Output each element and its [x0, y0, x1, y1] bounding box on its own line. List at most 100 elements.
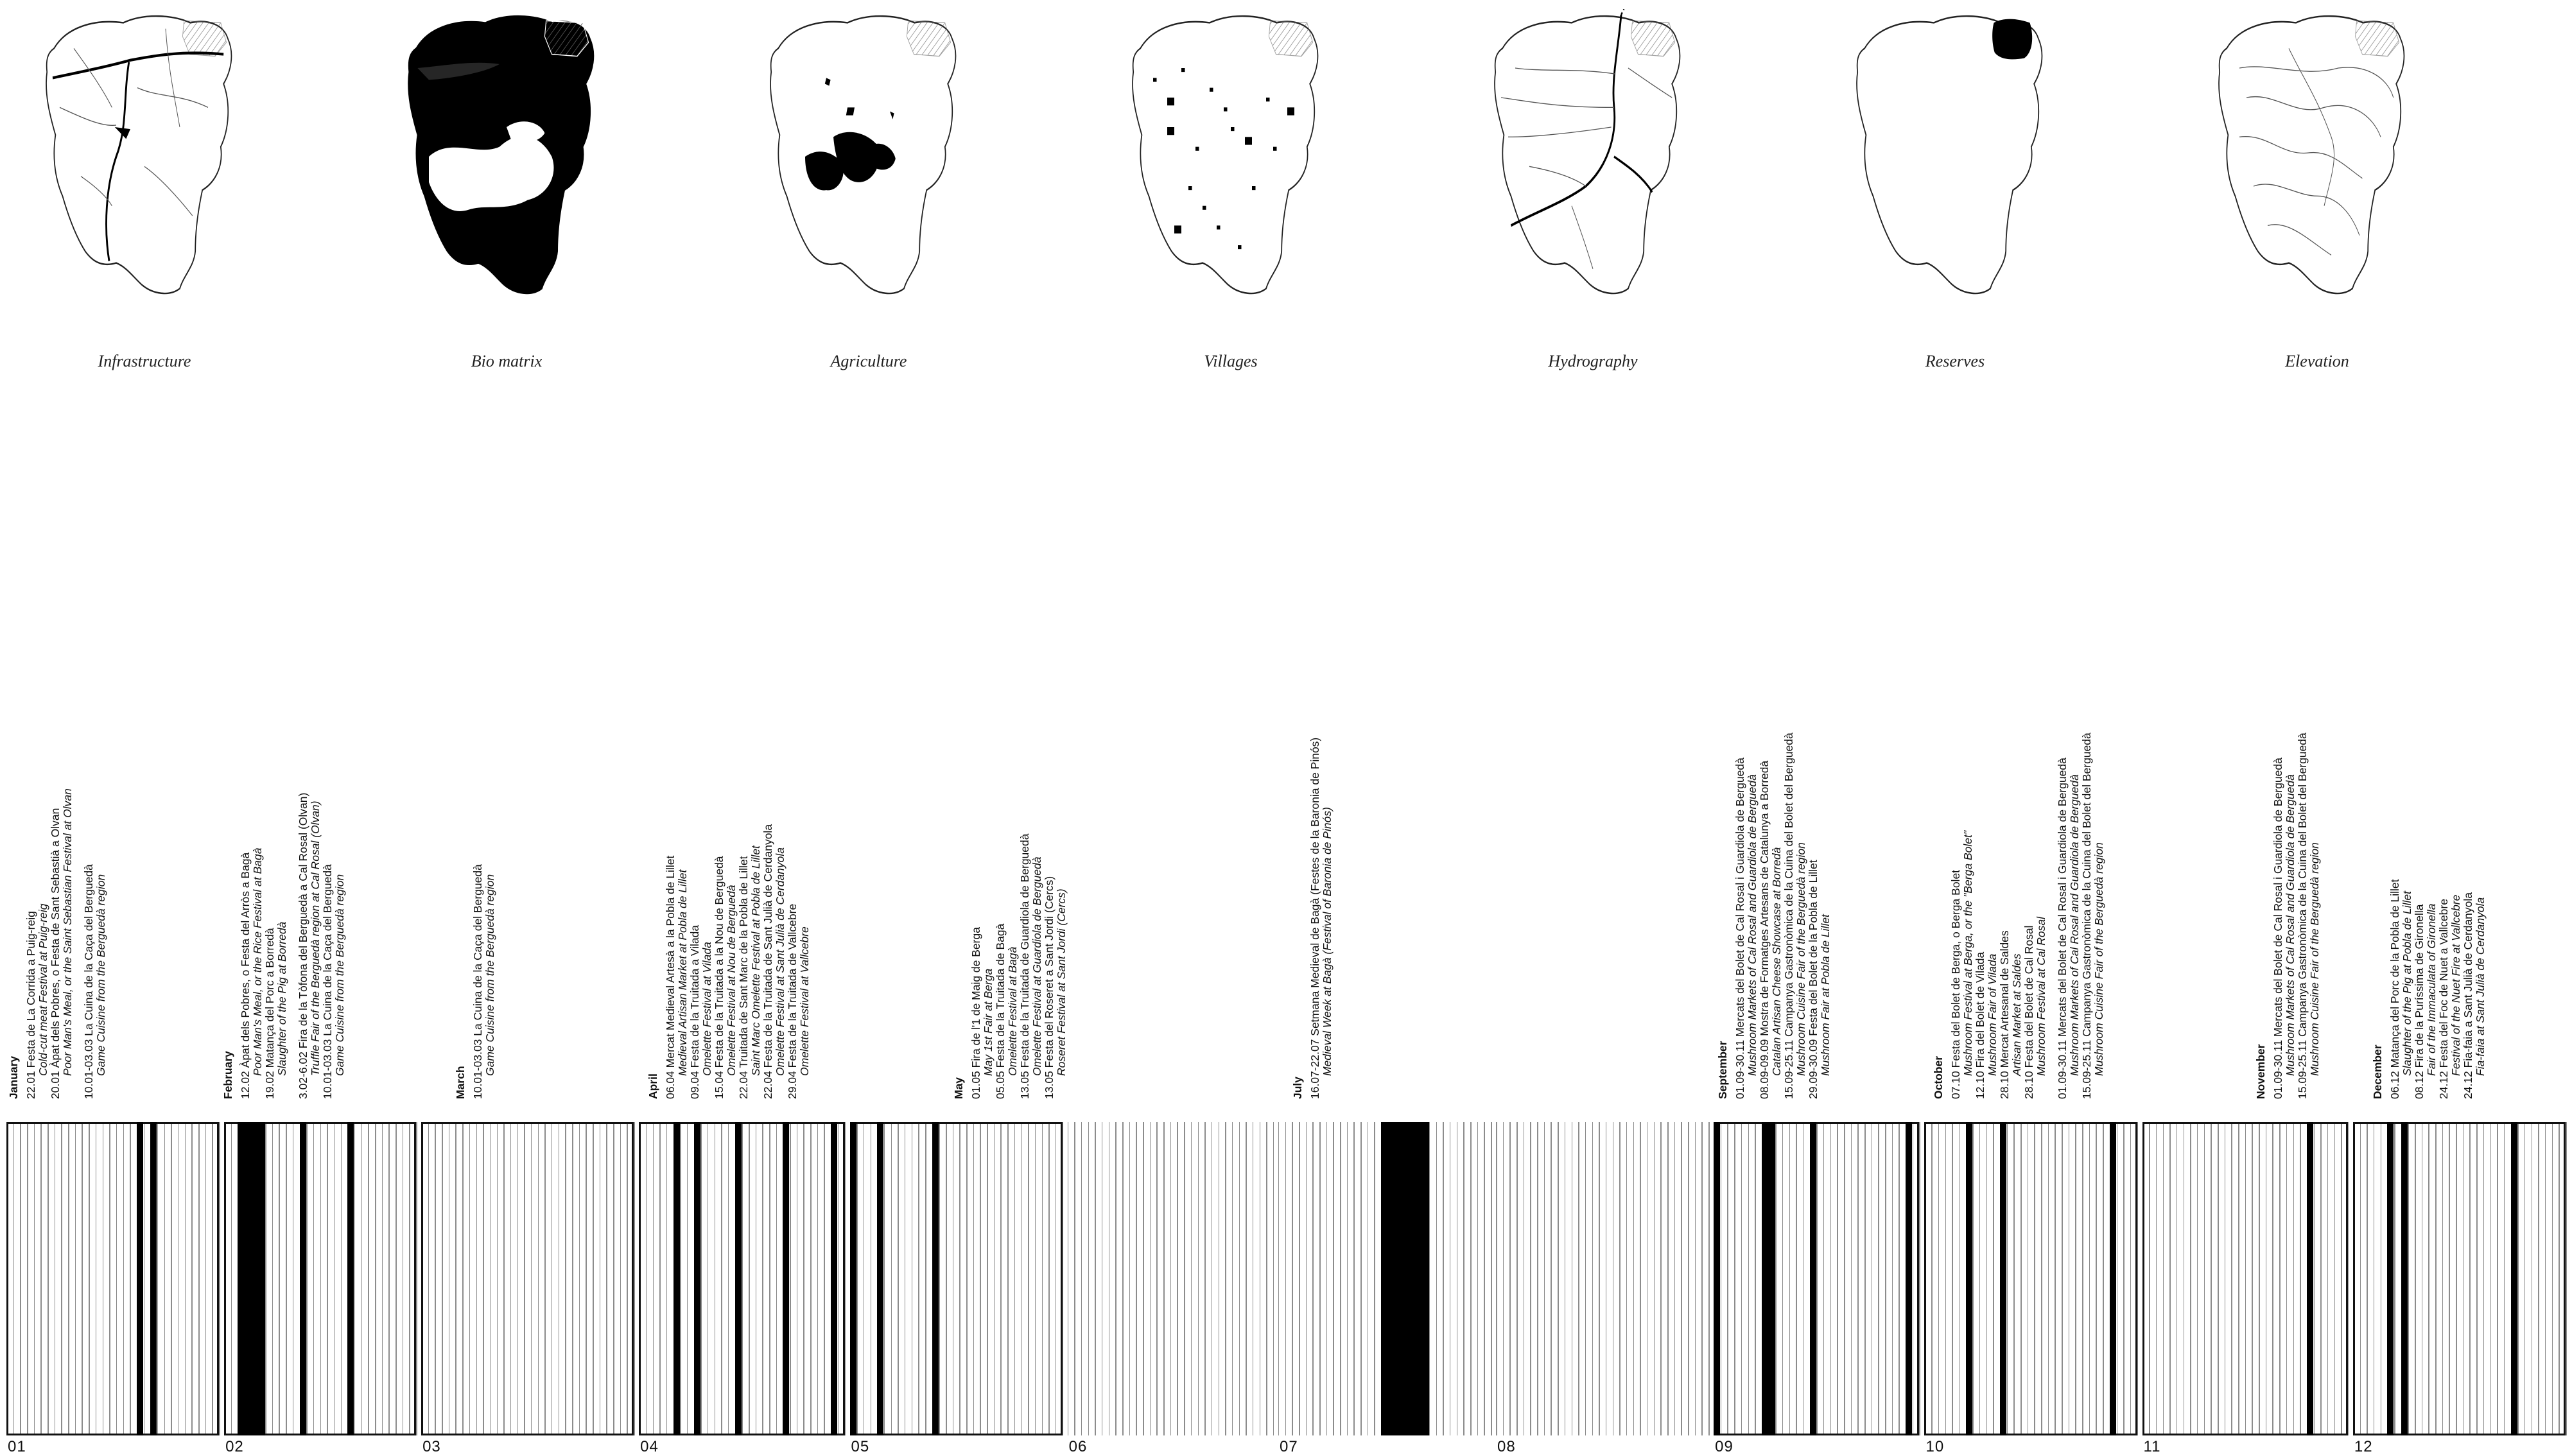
day-line	[1095, 1122, 1096, 1435]
day-line	[837, 1122, 839, 1435]
day-line	[1246, 1122, 1247, 1435]
day-line	[2442, 1122, 2444, 1435]
day-line	[2538, 1122, 2539, 1435]
day-line	[2020, 1122, 2022, 1435]
day-line	[48, 1122, 49, 1435]
day-line	[796, 1122, 798, 1435]
day-line	[824, 1122, 825, 1435]
day-line	[1367, 1122, 1369, 1435]
map-infrastructure	[46, 15, 232, 295]
day-line	[219, 1122, 220, 1435]
day-line	[1986, 1122, 1988, 1435]
day-line	[272, 1122, 274, 1435]
day-line	[116, 1122, 117, 1435]
day-line	[33, 1122, 35, 1435]
map-caption-elevation: Elevation	[2285, 352, 2349, 370]
day-line	[2075, 1122, 2076, 1435]
day-line	[613, 1122, 614, 1435]
day-line	[524, 1122, 525, 1435]
day-line	[476, 1122, 478, 1435]
day-line	[1041, 1122, 1043, 1435]
day-line	[2428, 1122, 2429, 1435]
day-line	[993, 1122, 995, 1435]
event-day-bar	[1714, 1122, 1721, 1435]
day-line	[1340, 1122, 1341, 1435]
day-line	[164, 1122, 166, 1435]
day-line	[1278, 1122, 1280, 1435]
day-line	[2169, 1122, 2171, 1435]
month-number-label: 02	[225, 1438, 244, 1455]
day-line	[109, 1122, 110, 1435]
day-line	[2347, 1122, 2349, 1435]
day-line	[1564, 1122, 1566, 1435]
day-line	[769, 1122, 770, 1435]
day-line	[435, 1122, 436, 1435]
day-line	[1701, 1122, 1703, 1435]
day-line	[2559, 1122, 2560, 1435]
day-line	[1273, 1122, 1274, 1435]
day-line	[327, 1122, 328, 1435]
day-line	[2055, 1122, 2056, 1435]
day-line	[2027, 1122, 2029, 1435]
day-line	[898, 1122, 899, 1435]
day-line	[2327, 1122, 2329, 1435]
day-line	[1802, 1122, 1804, 1435]
month-number-label: 06	[1068, 1438, 1088, 1455]
day-line	[1633, 1122, 1635, 1435]
map-caption-hydrography: Hydrography	[1548, 352, 1638, 370]
day-line	[1938, 1122, 1940, 1435]
day-line	[1667, 1122, 1669, 1435]
day-line	[727, 1122, 729, 1435]
event-day-bar	[2401, 1122, 2408, 1435]
day-line	[1470, 1122, 1472, 1435]
day-line	[2490, 1122, 2492, 1435]
day-line	[1184, 1122, 1185, 1435]
day-line	[790, 1122, 791, 1435]
day-line	[2103, 1122, 2104, 1435]
day-line	[2196, 1122, 2198, 1435]
day-line	[2211, 1122, 2212, 1435]
thematic-maps-row: Infrastructure Bio matrix Agriculture Villa…	[0, 0, 2572, 398]
day-line	[2462, 1122, 2464, 1435]
day-line	[212, 1122, 213, 1435]
month-frame-10	[1924, 1122, 2137, 1435]
day-line	[1543, 1122, 1545, 1435]
day-line	[680, 1122, 681, 1435]
day-line	[1088, 1122, 1090, 1435]
day-line	[2435, 1122, 2437, 1435]
day-line	[1720, 1122, 1722, 1435]
day-line	[2293, 1122, 2294, 1435]
day-line	[265, 1122, 266, 1435]
day-line	[2238, 1122, 2239, 1435]
day-line	[1312, 1122, 1314, 1435]
day-line	[1034, 1122, 1036, 1435]
month-number-label: 08	[1497, 1438, 1516, 1455]
month-frame-02	[224, 1122, 417, 1435]
day-line	[1177, 1122, 1178, 1435]
day-line	[2320, 1122, 2322, 1435]
day-line	[2162, 1122, 2164, 1435]
day-line	[2190, 1122, 2191, 1435]
day-line	[1830, 1122, 1832, 1435]
day-line	[2517, 1122, 2519, 1435]
day-line	[2047, 1122, 2049, 1435]
day-line	[1537, 1122, 1538, 1435]
day-line	[700, 1122, 702, 1435]
day-line	[1993, 1122, 1994, 1435]
day-line	[1789, 1122, 1791, 1435]
day-line	[1266, 1122, 1267, 1435]
map-villages	[1132, 15, 1319, 295]
day-line	[1007, 1122, 1009, 1435]
day-line	[2252, 1122, 2253, 1435]
day-line	[2544, 1122, 2546, 1435]
day-line	[537, 1122, 539, 1435]
day-line	[2062, 1122, 2063, 1435]
day-line	[1021, 1122, 1023, 1435]
day-line	[652, 1122, 654, 1435]
month-number-label: 04	[640, 1438, 659, 1455]
day-line	[1816, 1122, 1818, 1435]
day-line	[1694, 1122, 1696, 1435]
month-number-label: 12	[2354, 1438, 2373, 1455]
day-line	[2245, 1122, 2246, 1435]
day-line	[20, 1122, 21, 1435]
